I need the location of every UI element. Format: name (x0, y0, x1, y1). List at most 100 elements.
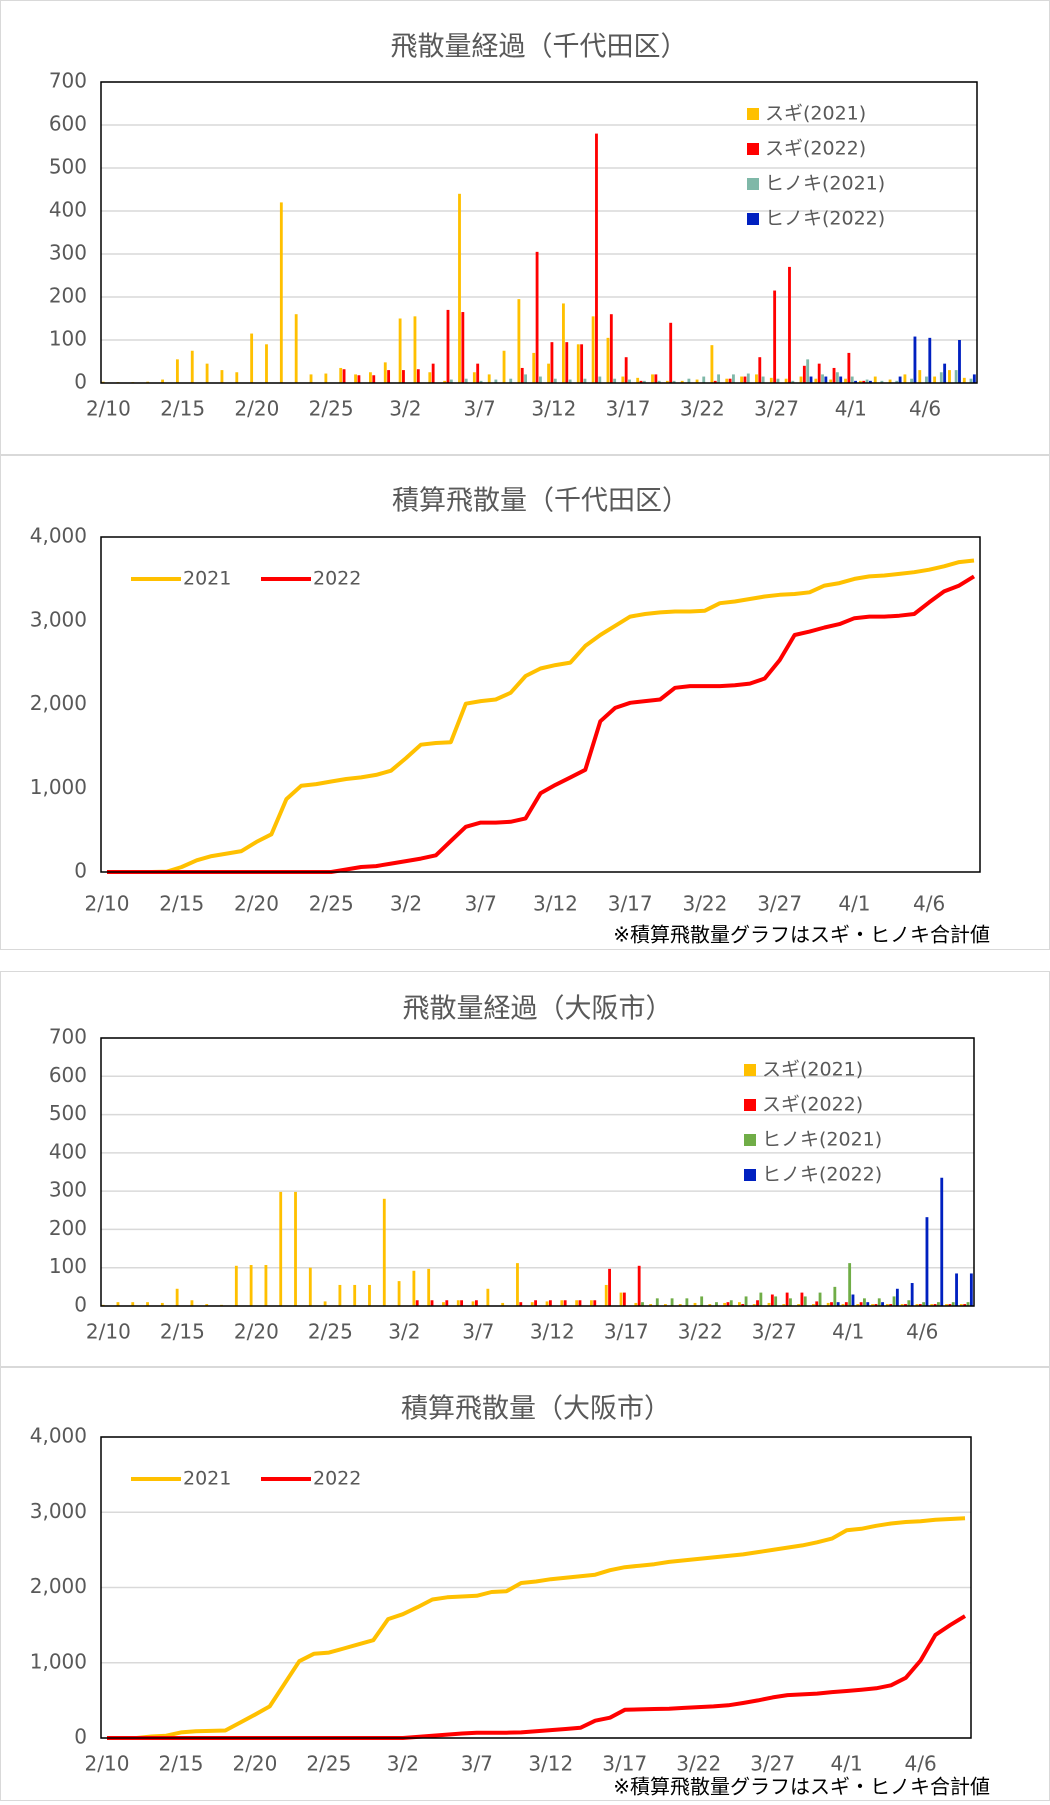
bar (547, 363, 551, 383)
bar (637, 1265, 641, 1306)
legend-label: スギ(2021) (762, 1059, 863, 1081)
y-tick-label: 1,000 (30, 1649, 87, 1673)
bar (190, 1300, 194, 1306)
x-tick-label: 3/2 (387, 1752, 419, 1776)
bar (516, 1263, 519, 1306)
bar (578, 1300, 582, 1306)
x-tick-label: 3/7 (465, 892, 497, 916)
x-tick-label: 3/12 (530, 1320, 575, 1344)
bar (868, 380, 872, 383)
bar (725, 378, 729, 383)
bar (839, 376, 843, 383)
bar (639, 380, 643, 383)
bar (854, 380, 857, 383)
legend-label: 2022 (313, 1468, 361, 1490)
legend-label: スギ(2022) (762, 1094, 863, 1116)
bar (412, 1270, 416, 1306)
bar (969, 378, 973, 383)
y-tick-label: 500 (49, 155, 87, 179)
bar (888, 379, 892, 383)
x-tick-label: 3/22 (678, 1320, 723, 1344)
x-tick-label: 3/2 (388, 1320, 420, 1344)
x-tick-label: 4/6 (913, 892, 945, 916)
x-tick-label: 2/20 (232, 1752, 277, 1776)
bar (835, 372, 839, 383)
note: ※積算飛散量グラフはスギ・ヒノキ合計値 (613, 1775, 990, 1799)
bar (910, 1283, 914, 1306)
y-tick-label: 700 (49, 1025, 87, 1049)
bar (851, 1294, 855, 1306)
bar (948, 370, 951, 383)
y-tick-label: 2,000 (30, 1574, 87, 1598)
bar (913, 336, 917, 383)
bar (464, 378, 468, 383)
bar (939, 372, 943, 383)
bar (517, 299, 521, 383)
x-tick-label: 3/2 (389, 397, 421, 421)
x-tick-label: 4/6 (906, 1320, 938, 1344)
line (107, 1614, 967, 1740)
x-tick-label: 3/22 (680, 397, 725, 421)
bar (428, 372, 432, 383)
bar (729, 1300, 733, 1306)
bar (933, 376, 937, 383)
bar (519, 1302, 523, 1306)
bar (758, 357, 762, 383)
bar (803, 1296, 807, 1306)
bar (955, 1273, 958, 1306)
bar (294, 314, 298, 383)
bar (726, 1302, 730, 1306)
bar (357, 375, 361, 383)
legend-swatch (747, 108, 759, 120)
bar (205, 363, 209, 383)
bar (841, 1304, 845, 1306)
x-tick-label: 2/15 (160, 397, 205, 421)
bar (788, 266, 791, 383)
bar (655, 1298, 659, 1306)
bar (744, 1296, 748, 1306)
bar (959, 1304, 963, 1306)
bar (562, 303, 565, 383)
bar (948, 1304, 952, 1306)
chart-title: 積算飛散量（大阪市） (401, 1394, 671, 1425)
y-tick-label: 200 (49, 1216, 87, 1240)
bar (756, 1300, 759, 1306)
bar (859, 1302, 863, 1306)
x-tick-label: 3/17 (604, 1320, 649, 1344)
bar (619, 1292, 623, 1306)
bar (925, 376, 928, 383)
x-tick-label: 3/17 (602, 1752, 647, 1776)
note: ※積算飛散量グラフはスギ・ヒノキ合計値 (613, 923, 990, 947)
y-tick-label: 0 (74, 1725, 87, 1749)
legend-swatch (747, 143, 759, 155)
legend-label: ヒノキ(2021) (762, 1129, 882, 1151)
bar (460, 1300, 464, 1306)
bar (383, 362, 387, 383)
bar (524, 374, 527, 383)
bar (940, 1177, 944, 1306)
bar (782, 1304, 786, 1306)
bar (847, 352, 851, 383)
bar (442, 1302, 445, 1306)
bar (591, 316, 595, 383)
bar (458, 193, 461, 383)
y-tick-label: 0 (74, 859, 87, 883)
bar (146, 1302, 149, 1306)
bar (622, 1292, 626, 1306)
bar (595, 133, 598, 383)
bar (937, 1302, 940, 1306)
bar (678, 1304, 682, 1306)
bar (866, 1302, 870, 1306)
x-tick-label: 4/6 (909, 397, 941, 421)
bar (774, 1296, 778, 1306)
bar (806, 359, 810, 383)
bar (550, 342, 554, 383)
bar (565, 342, 569, 383)
y-tick-label: 300 (49, 241, 87, 265)
bar (904, 1304, 907, 1306)
bar (767, 1302, 771, 1306)
bar (889, 1304, 893, 1306)
bar (309, 374, 313, 383)
bar (575, 1300, 579, 1306)
